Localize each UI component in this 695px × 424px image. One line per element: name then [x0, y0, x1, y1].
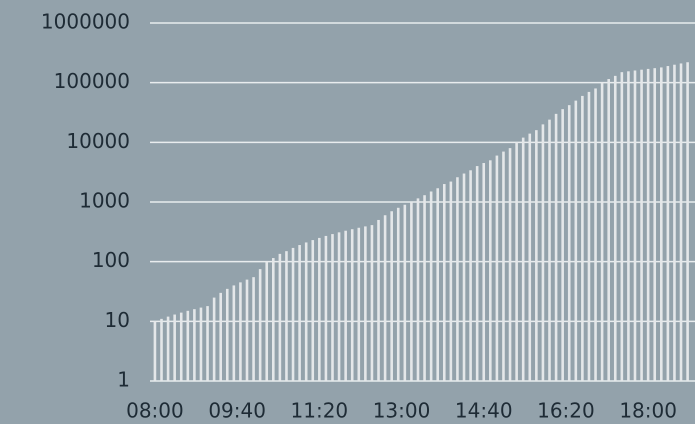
bar — [278, 253, 282, 381]
bar — [521, 137, 525, 381]
y-tick-label: 1000000 — [41, 10, 130, 34]
bar — [659, 67, 663, 381]
bar — [495, 155, 499, 381]
y-tick-label: 10 — [105, 308, 130, 332]
bar — [429, 191, 433, 381]
x-tick-label: 11:20 — [291, 399, 349, 423]
bar — [331, 234, 334, 381]
y-tick-label: 1 — [117, 368, 130, 392]
bar — [594, 88, 597, 381]
x-tick-label: 14:40 — [455, 399, 513, 423]
bar — [390, 211, 393, 381]
bar — [442, 184, 446, 381]
bar — [252, 277, 255, 381]
bar — [179, 312, 183, 381]
bar — [193, 309, 196, 381]
bar — [160, 318, 163, 381]
bar — [449, 181, 453, 381]
bar — [456, 177, 459, 381]
x-tick-label: 16:20 — [537, 399, 595, 423]
bar — [554, 113, 558, 381]
bar — [469, 170, 472, 381]
bar — [377, 219, 380, 381]
bar — [337, 232, 341, 381]
y-tick-label: 10000 — [66, 129, 130, 153]
bar — [219, 292, 222, 381]
bar — [423, 195, 426, 381]
bar — [166, 316, 170, 381]
y-tick-label: 1000 — [79, 189, 130, 213]
bar — [482, 163, 486, 381]
bar — [239, 282, 242, 381]
bar — [627, 71, 630, 381]
bar — [462, 173, 466, 381]
bar — [515, 142, 518, 381]
bar — [587, 91, 591, 381]
bar — [206, 306, 209, 381]
bar — [291, 247, 295, 381]
bar — [581, 95, 584, 382]
bar — [199, 307, 203, 381]
bar — [364, 226, 367, 381]
bar — [673, 64, 676, 382]
bar — [212, 297, 216, 381]
x-tick-label: 08:00 — [126, 399, 184, 423]
bar — [666, 66, 670, 382]
bar — [186, 310, 190, 381]
bar — [541, 124, 545, 381]
bar — [245, 279, 249, 381]
x-tick-label: 09:40 — [208, 399, 266, 423]
bar — [633, 70, 637, 381]
bar — [574, 100, 578, 382]
x-tick-label: 18:00 — [619, 399, 677, 423]
bar — [324, 235, 328, 381]
bar — [318, 237, 321, 381]
bar — [383, 215, 387, 381]
bar — [298, 245, 301, 381]
bar — [607, 79, 610, 381]
bar — [646, 68, 650, 381]
bar — [475, 166, 479, 381]
bar — [489, 160, 492, 381]
bar — [528, 133, 532, 381]
bar — [567, 105, 571, 382]
bar — [153, 321, 157, 381]
bar — [561, 109, 564, 381]
bar — [613, 75, 617, 382]
bar — [508, 148, 512, 381]
bar — [502, 151, 505, 381]
bar — [548, 119, 551, 381]
bar — [640, 69, 643, 381]
bar — [403, 204, 407, 381]
bar — [350, 229, 354, 381]
bar — [265, 261, 269, 381]
bar — [410, 202, 413, 381]
y-tick-label: 100000 — [54, 69, 130, 93]
bar — [344, 230, 347, 381]
bar — [311, 240, 315, 381]
bar — [285, 251, 288, 381]
bar — [173, 314, 176, 381]
bar — [653, 68, 657, 381]
y-tick-label: 100 — [92, 248, 130, 272]
bar — [686, 62, 689, 382]
bar — [357, 227, 361, 381]
bar — [620, 72, 624, 382]
bar — [370, 225, 374, 381]
bar — [304, 242, 308, 381]
bar — [258, 269, 262, 381]
bar — [396, 207, 400, 381]
bar — [416, 198, 420, 381]
bar — [436, 188, 440, 381]
bar — [225, 288, 229, 381]
bar — [232, 285, 236, 381]
x-tick-label: 13:00 — [373, 399, 431, 423]
bar — [679, 63, 683, 381]
bar — [272, 258, 275, 381]
bar — [535, 130, 538, 381]
bar — [600, 82, 604, 382]
